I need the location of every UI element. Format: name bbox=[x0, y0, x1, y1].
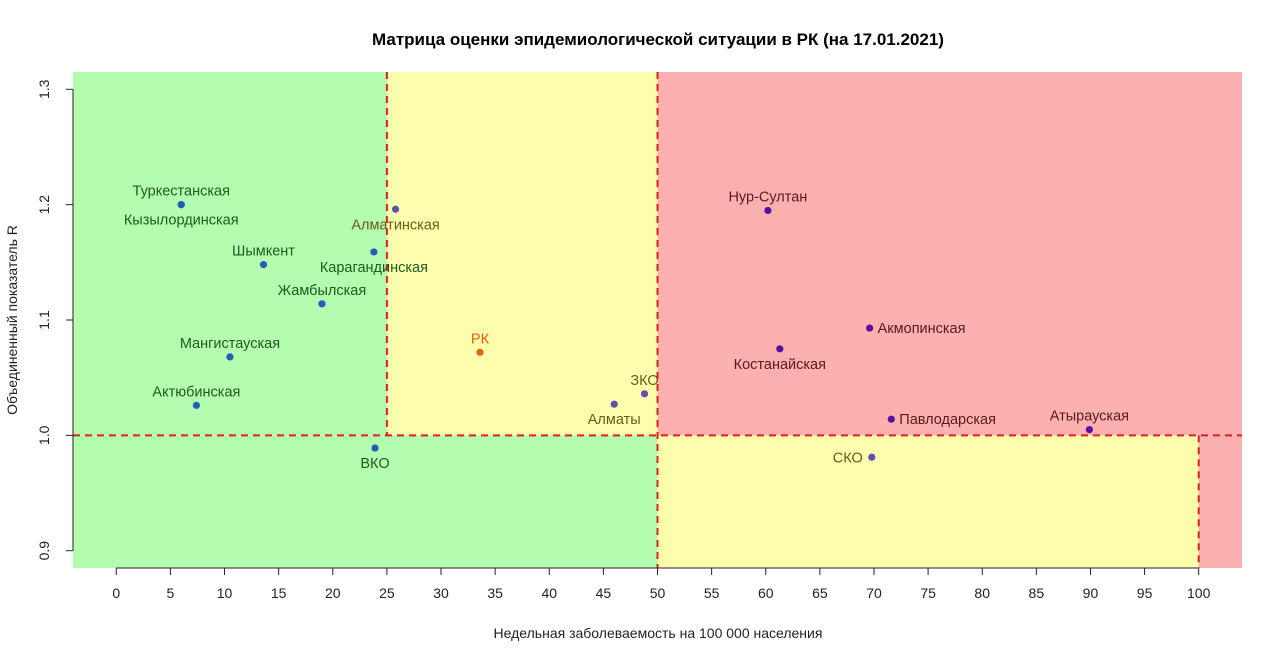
point-label: ВКО bbox=[360, 456, 389, 472]
zone-yellow-upper bbox=[386, 72, 658, 436]
data-point bbox=[776, 345, 784, 353]
data-point bbox=[476, 348, 484, 356]
x-tick-label: 40 bbox=[541, 585, 557, 601]
zone-red-lower bbox=[1198, 435, 1242, 568]
point-label: Павлодарская bbox=[899, 412, 996, 428]
x-tick-label: 75 bbox=[920, 585, 936, 601]
x-tick-label: 80 bbox=[974, 585, 990, 601]
point-label: Нур-Султан bbox=[728, 189, 807, 205]
data-point bbox=[640, 390, 649, 398]
point-label: Жамбылская bbox=[278, 283, 366, 299]
data-point bbox=[259, 261, 268, 269]
zone-red-upper bbox=[657, 72, 1242, 436]
x-tick-label: 5 bbox=[167, 585, 175, 601]
point-label: ЗКО bbox=[630, 373, 658, 389]
threshold-lines bbox=[73, 72, 1242, 568]
x-tick-label: 15 bbox=[271, 585, 287, 601]
axes: 0 5 10 15 20 25 30 35 40 45 50 55 60 65 70 75 80 85 90 95 10… bbox=[36, 79, 1211, 601]
x-tick-label: 85 bbox=[1029, 585, 1045, 601]
data-point bbox=[318, 300, 326, 308]
point-labels: Туркестанская Кызылординская Шымкент Жамбыл… bbox=[124, 184, 1129, 472]
x-tick-label: 45 bbox=[596, 585, 612, 601]
x-tick-label: 25 bbox=[379, 585, 395, 601]
data-point bbox=[192, 401, 200, 409]
y-tick-label: 1.1 bbox=[36, 310, 52, 330]
data-point bbox=[371, 444, 379, 452]
zone-green-upper bbox=[73, 72, 387, 436]
point-label: Акмопинская bbox=[878, 321, 966, 337]
x-tick-label: 90 bbox=[1083, 585, 1099, 601]
point-label: Туркестанская bbox=[133, 184, 230, 200]
point-label: Актюбинская bbox=[152, 384, 240, 400]
point-label: Костанайская bbox=[734, 357, 826, 373]
data-point bbox=[868, 453, 876, 461]
data-point bbox=[887, 415, 895, 423]
x-axis-label: Недельная заболеваемость на 100 000 насе… bbox=[494, 625, 823, 641]
x-tick-label: 10 bbox=[217, 585, 233, 601]
data-point bbox=[610, 400, 618, 408]
y-tick-label: 1.2 bbox=[36, 195, 52, 215]
x-tick-label: 95 bbox=[1137, 585, 1153, 601]
x-tick-label: 65 bbox=[812, 585, 828, 601]
x-tick-label: 0 bbox=[112, 585, 120, 601]
point-label: Шымкент bbox=[232, 244, 295, 260]
point-label: Мангистауская bbox=[180, 336, 280, 352]
zone-yellow-lower bbox=[657, 435, 1199, 568]
point-label: Атырауская bbox=[1050, 409, 1129, 425]
x-tick-label: 55 bbox=[704, 585, 720, 601]
data-point bbox=[177, 201, 185, 209]
point-label: Алматинская bbox=[351, 217, 439, 233]
data-point bbox=[764, 206, 772, 215]
data-point bbox=[866, 324, 874, 332]
point-label: Алматы bbox=[588, 412, 641, 428]
y-tick-label: 1.3 bbox=[36, 79, 52, 99]
point-label: РК bbox=[471, 331, 490, 347]
x-tick-label: 60 bbox=[758, 585, 774, 601]
data-points bbox=[177, 201, 1093, 461]
chart-title: Матрица оценки эпидемиологической ситуац… bbox=[372, 30, 944, 49]
x-tick-label: 50 bbox=[650, 585, 666, 601]
risk-zones bbox=[73, 72, 1242, 568]
y-axis-label: Объединенный показатель R bbox=[4, 225, 20, 415]
x-tick-label: 20 bbox=[325, 585, 341, 601]
x-tick-label: 35 bbox=[487, 585, 503, 601]
point-label: СКО bbox=[833, 450, 863, 466]
data-point bbox=[391, 205, 400, 213]
data-point bbox=[226, 353, 234, 361]
x-tick-label: 100 bbox=[1187, 585, 1211, 601]
y-tick-label: 1.0 bbox=[36, 425, 52, 445]
x-tick-label: 30 bbox=[433, 585, 449, 601]
point-label: Карагандинская bbox=[320, 260, 428, 276]
zone-green-lower bbox=[73, 435, 658, 568]
y-tick-label: 0.9 bbox=[36, 541, 52, 561]
data-point bbox=[370, 248, 378, 256]
x-tick-label: 70 bbox=[866, 585, 882, 601]
data-point bbox=[1085, 425, 1093, 434]
point-label: Кызылординская bbox=[124, 213, 239, 229]
